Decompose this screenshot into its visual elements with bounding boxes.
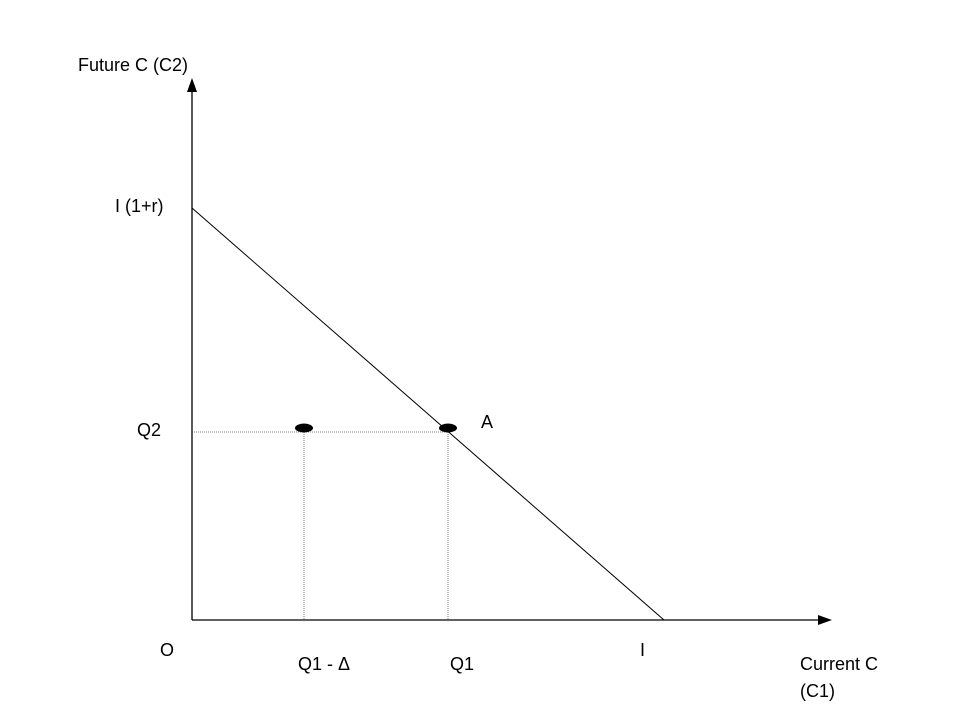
x-axis-label: Current C <box>800 654 878 674</box>
x-intercept-label: I <box>640 640 645 660</box>
point-marker <box>439 423 457 433</box>
y-axis-arrow <box>187 78 197 92</box>
x-axis-label: (C1) <box>800 681 835 701</box>
q1-delta-label: Q1 - Δ <box>298 654 350 674</box>
y-axis-label: Future C (C2) <box>78 55 188 75</box>
q1-label: Q1 <box>450 654 474 674</box>
x-axis-arrow <box>818 615 832 625</box>
point-a-label: A <box>481 412 493 432</box>
point-marker <box>295 423 313 433</box>
y-intercept-label: I (1+r) <box>115 196 164 216</box>
budget-line <box>191 207 665 621</box>
origin-label: O <box>160 640 174 660</box>
q2-label: Q2 <box>137 420 161 440</box>
